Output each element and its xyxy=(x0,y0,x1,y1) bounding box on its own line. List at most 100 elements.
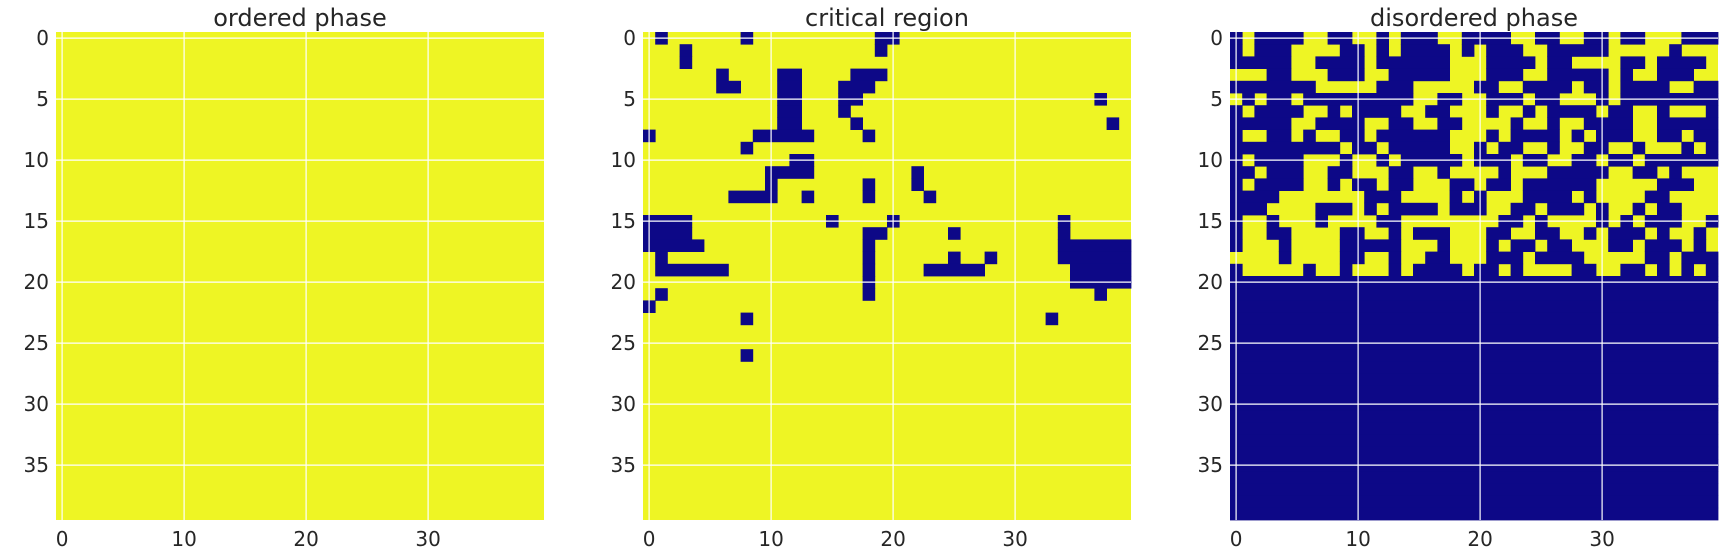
panel-critical-region: critical region 0 10 20 30 0 5 10 15 20 25 30 35 xyxy=(611,4,1132,551)
heatmap-cell-disordered xyxy=(1510,117,1524,130)
heatmap-cell-disordered xyxy=(1608,239,1633,252)
heatmap-cell-disordered xyxy=(1681,263,1694,277)
heatmap-cell-disordered xyxy=(1657,105,1670,118)
heatmap-cell-disordered xyxy=(1230,507,1719,521)
heatmap-cell-critical xyxy=(1057,227,1071,240)
heatmap-cell-critical xyxy=(740,312,754,326)
heatmap-cell-critical xyxy=(655,288,668,301)
heatmap-cell-disordered xyxy=(1547,68,1609,82)
heatmap-cell-disordered xyxy=(1620,80,1670,94)
heatmap-cell-disordered xyxy=(1339,44,1365,57)
heatmap-cell-disordered xyxy=(1376,129,1450,143)
heatmap-cell-critical xyxy=(643,227,693,240)
heatmap-cell-disordered xyxy=(1632,166,1658,179)
heatmap-cell-disordered xyxy=(1352,178,1377,191)
y-tick-label: 5 xyxy=(1210,87,1223,111)
heatmap-cell-disordered xyxy=(1230,483,1719,496)
heatmap-cell-disordered xyxy=(1547,166,1609,179)
heatmap-cell-critical xyxy=(1057,239,1132,252)
heatmap-cell-disordered xyxy=(1388,166,1414,179)
x-axis-critical: 0 10 20 30 xyxy=(643,527,1028,551)
y-tick-label: 5 xyxy=(623,87,636,111)
heatmap-cell-disordered xyxy=(1230,202,1267,216)
heatmap-cell-disordered xyxy=(1669,44,1682,57)
x-tick-label: 30 xyxy=(415,527,440,551)
x-tick-label: 0 xyxy=(1230,527,1243,551)
heatmap-cell-disordered xyxy=(1266,227,1292,240)
heatmap-cell-disordered xyxy=(1705,141,1719,155)
x-tick-label: 10 xyxy=(171,527,196,551)
heatmap-cell-critical xyxy=(679,44,693,57)
heatmap-cell-disordered xyxy=(1596,129,1633,143)
heatmap-cell-disordered xyxy=(1693,80,1719,94)
heatmap-cell-disordered xyxy=(1510,129,1560,143)
heatmap-cell-disordered xyxy=(1657,56,1707,69)
y-tick-label: 30 xyxy=(24,392,49,416)
heatmap-cell-disordered xyxy=(1510,202,1536,216)
heatmap-cell-critical xyxy=(1057,251,1132,265)
heatmap-cell-critical xyxy=(862,288,876,301)
heatmap-cell-disordered xyxy=(1681,251,1719,265)
heatmap-cell-critical xyxy=(716,80,741,94)
heatmap-cell-disordered xyxy=(1486,239,1499,252)
x-tick-label: 0 xyxy=(643,527,656,551)
heatmap-cell-disordered xyxy=(1230,361,1719,374)
heatmap-cell-disordered xyxy=(1230,495,1719,509)
panel-title-disordered: disordered phase xyxy=(1370,4,1578,32)
heatmap-cell-disordered xyxy=(1474,80,1499,94)
heatmap-cell-disordered xyxy=(1327,178,1341,191)
heatmap-cell-disordered xyxy=(1230,373,1719,387)
heatmap-cell-disordered xyxy=(1230,288,1719,301)
heatmap-cell-critical xyxy=(643,239,705,252)
y-tick-label: 20 xyxy=(611,270,636,294)
heatmap-cell-critical xyxy=(948,227,961,240)
y-tick-label: 20 xyxy=(24,270,49,294)
heatmap-cell-critical xyxy=(862,178,876,191)
heatmap-cell-disordered xyxy=(1461,44,1475,57)
heatmap-cell-disordered xyxy=(1230,471,1719,484)
heatmap-cell-disordered xyxy=(1425,251,1450,265)
heatmap-disordered xyxy=(1230,32,1719,521)
x-tick-label: 10 xyxy=(758,527,783,551)
heatmap-cell-disordered xyxy=(1535,251,1585,265)
heatmap-cell-disordered xyxy=(1413,227,1450,240)
heatmap-cell-disordered xyxy=(1327,105,1341,118)
heatmap-cell-disordered xyxy=(1620,56,1646,69)
heatmap-cell-critical xyxy=(777,80,802,94)
heatmap-cell-disordered xyxy=(1230,117,1292,130)
heatmap-cell-critical xyxy=(911,178,924,191)
heatmap-cell-disordered xyxy=(1413,263,1463,277)
heatmap-cell-disordered xyxy=(1388,141,1450,155)
heatmap-cell-disordered xyxy=(1608,227,1646,240)
heatmap-cell-disordered xyxy=(1266,166,1304,179)
heatmap-cell-disordered xyxy=(1339,239,1402,252)
heatmap-cell-disordered xyxy=(1583,190,1597,204)
heatmap-cell-critical xyxy=(862,190,876,204)
heatmap-cell-disordered xyxy=(1571,129,1585,143)
heatmap-cell-disordered xyxy=(1510,263,1524,277)
y-tick-label: 35 xyxy=(1198,453,1223,477)
y-tick-label: 0 xyxy=(36,26,49,50)
y-tick-label: 15 xyxy=(611,209,636,233)
heatmap-cell-disordered xyxy=(1486,178,1511,191)
y-axis-critical: 0 5 10 15 20 25 30 35 xyxy=(611,26,636,477)
heatmap-cell-disordered xyxy=(1230,166,1255,179)
heatmap-cell-critical xyxy=(777,117,802,130)
y-tick-label: 30 xyxy=(611,392,636,416)
heatmap-cell-disordered xyxy=(1522,105,1536,118)
heatmap-cell-critical xyxy=(801,190,815,204)
heatmap-cell-disordered xyxy=(1498,166,1511,179)
heatmap-cell-disordered xyxy=(1547,44,1609,57)
heatmap-cell-disordered xyxy=(1364,202,1377,216)
heatmap-cell-disordered xyxy=(1230,385,1719,399)
heatmap-cell-disordered xyxy=(1547,141,1560,155)
heatmap-cell-disordered xyxy=(1388,178,1414,191)
heatmap-cell-disordered xyxy=(1644,239,1682,252)
x-axis-disordered: 0 10 20 30 xyxy=(1230,527,1615,551)
heatmap-cell-disordered xyxy=(1230,422,1719,435)
heatmap-cell-critical xyxy=(862,129,876,143)
y-axis-ordered: 0 5 10 15 20 25 30 35 xyxy=(24,26,49,477)
y-tick-label: 10 xyxy=(24,148,49,172)
x-tick-label: 0 xyxy=(56,527,69,551)
